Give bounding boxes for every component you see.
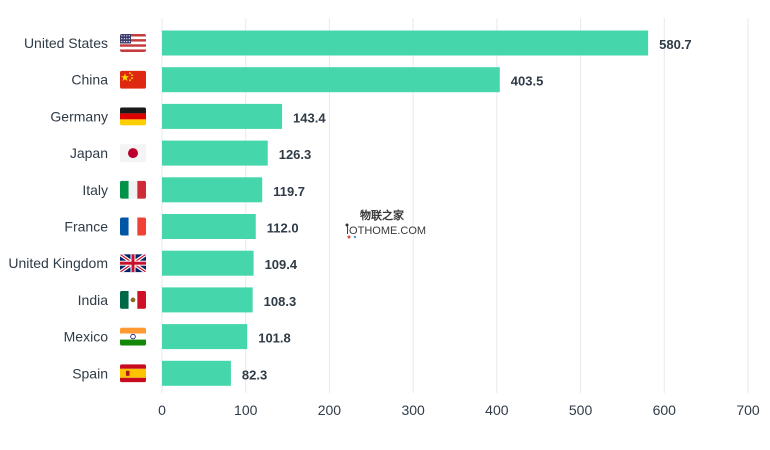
data-label: 108.3 bbox=[264, 294, 297, 309]
bar bbox=[162, 324, 248, 350]
bar bbox=[162, 214, 256, 239]
category-label: Spain bbox=[72, 365, 108, 381]
bar bbox=[162, 30, 649, 56]
category-label: United States bbox=[24, 35, 108, 51]
x-tick-label: 400 bbox=[485, 402, 509, 418]
flag-in-icon bbox=[120, 327, 146, 346]
data-label: 119.7 bbox=[273, 184, 305, 199]
data-label: 82.3 bbox=[242, 367, 267, 382]
watermark-text-cn: 物联之家 bbox=[360, 208, 405, 222]
flag-cn-icon bbox=[120, 70, 146, 89]
bar bbox=[162, 250, 254, 276]
bars: 580.7 403.5 143.4 126.3 119.7 112.0 109.4 108.3… bbox=[162, 30, 692, 386]
bar bbox=[162, 177, 263, 203]
data-label: 109.4 bbox=[265, 257, 298, 272]
flag-jp-icon bbox=[120, 144, 146, 163]
bar bbox=[162, 103, 283, 129]
x-tick-label: 600 bbox=[653, 402, 677, 418]
data-label: 126.3 bbox=[279, 147, 312, 162]
data-label: 403.5 bbox=[511, 74, 544, 89]
flag-us-icon bbox=[120, 34, 146, 52]
category-label: Germany bbox=[50, 108, 108, 124]
flag-mx-icon bbox=[120, 290, 146, 309]
data-label: 112.0 bbox=[267, 221, 299, 236]
flags bbox=[120, 34, 146, 383]
category-label: France bbox=[64, 219, 108, 235]
category-label: Italy bbox=[82, 182, 108, 198]
data-label: 101.8 bbox=[258, 331, 291, 346]
x-tick-label: 700 bbox=[736, 402, 760, 418]
category-label: United Kingdom bbox=[8, 255, 108, 271]
flag-es-icon bbox=[120, 364, 146, 383]
watermark: 物联之家 IOTHOME.COM bbox=[345, 208, 426, 239]
category-label: India bbox=[78, 292, 109, 308]
flag-it-icon bbox=[120, 180, 146, 199]
bar bbox=[162, 140, 268, 166]
x-tick-label: 100 bbox=[234, 402, 258, 418]
data-label: 143.4 bbox=[293, 110, 326, 125]
x-axis-ticks: 0 100 200 300 400 500 600 700 bbox=[158, 402, 760, 418]
flag-de-icon bbox=[120, 107, 146, 126]
x-tick-label: 300 bbox=[401, 402, 425, 418]
category-label: Japan bbox=[70, 145, 108, 161]
category-labels: United States China Germany Japan Italy Franc… bbox=[8, 35, 108, 381]
category-label: Mexico bbox=[64, 329, 109, 345]
bar bbox=[162, 287, 253, 313]
data-label: 580.7 bbox=[659, 37, 692, 52]
x-tick-label: 200 bbox=[318, 402, 342, 418]
watermark-text-en: IOTHOME.COM bbox=[346, 225, 426, 237]
flag-gb-icon bbox=[120, 254, 146, 273]
category-label: China bbox=[71, 72, 108, 88]
flag-fr-icon bbox=[120, 217, 146, 236]
x-tick-label: 500 bbox=[569, 402, 593, 418]
x-tick-label: 0 bbox=[158, 402, 166, 418]
bar bbox=[162, 67, 500, 93]
bar bbox=[162, 360, 231, 386]
